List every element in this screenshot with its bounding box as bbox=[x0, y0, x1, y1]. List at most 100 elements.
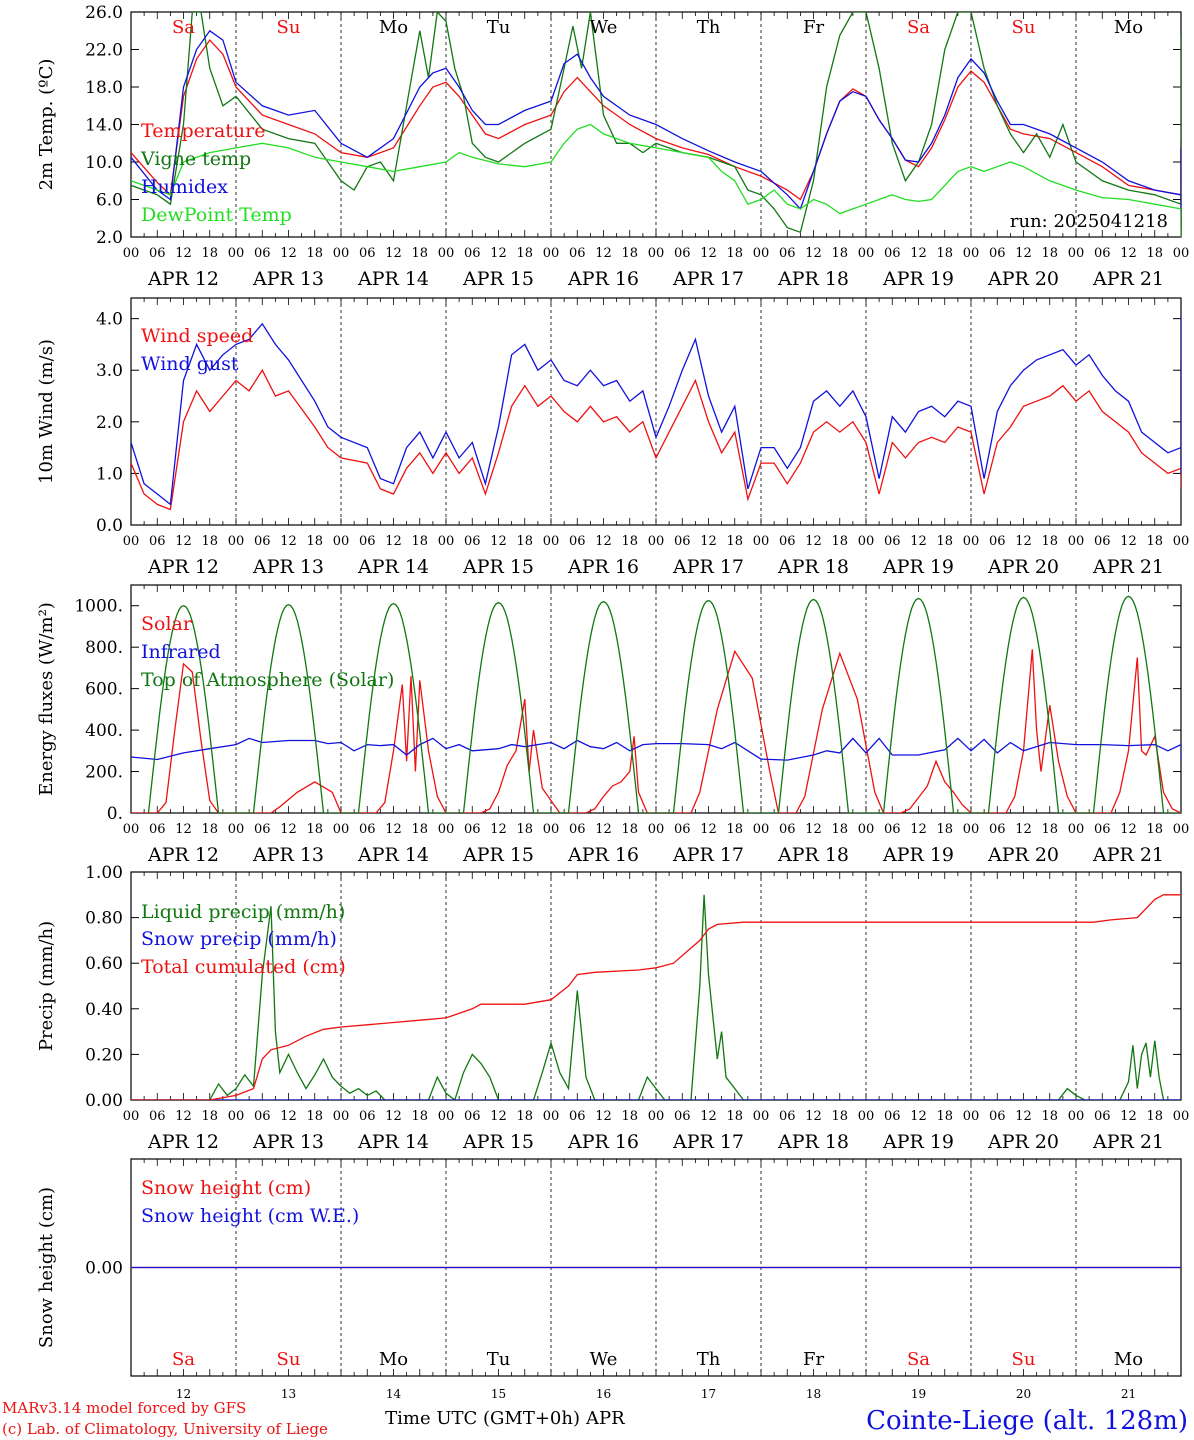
x-hour-label: 00 bbox=[753, 246, 770, 261]
series-line-wind-speed bbox=[131, 359, 1181, 511]
x-hour-label: 06 bbox=[989, 246, 1006, 261]
x-hour-label: 00 bbox=[543, 246, 560, 261]
panel-energy: 0. 200. 400. 600. 800. 1000. Energy fluxes (W/… bbox=[36, 584, 1189, 866]
x-hour-label: 18 bbox=[936, 822, 953, 837]
y-tick-label: 18.0 bbox=[85, 78, 123, 98]
x-hour-label: 12 bbox=[175, 246, 192, 261]
x-hour-label: 06 bbox=[779, 1109, 796, 1124]
x-hour-label: 00 bbox=[648, 534, 665, 549]
x-hour-label: 12 bbox=[385, 246, 402, 261]
x-hour-label: 00 bbox=[753, 534, 770, 549]
x-hour-label: 18 bbox=[936, 1109, 953, 1124]
x-hour-label: 00 bbox=[1173, 1109, 1190, 1124]
weekday-label: Sa bbox=[172, 1349, 195, 1370]
x-hour-label: 06 bbox=[779, 822, 796, 837]
x-hour-label: 18 bbox=[201, 534, 218, 549]
y-tick-label: 0.00 bbox=[85, 1091, 123, 1111]
x-hour-label: 06 bbox=[989, 1109, 1006, 1124]
weekday-label: Mo bbox=[1114, 1349, 1143, 1370]
x-hour-label: 00 bbox=[228, 1109, 245, 1124]
x-hour-label: 12 bbox=[385, 1109, 402, 1124]
x-hour-label: 12 bbox=[280, 1109, 297, 1124]
weekday-label: Sa bbox=[907, 17, 930, 38]
x-date-label: APR 19 bbox=[882, 1131, 954, 1153]
x-hour-label: 06 bbox=[464, 534, 481, 549]
x-date-label: APR 15 bbox=[462, 844, 534, 866]
series-line-liquid-precip-mm-h- bbox=[131, 894, 1181, 1100]
legend-entry: DewPoint Temp bbox=[141, 204, 292, 226]
x-date-label: APR 12 bbox=[147, 556, 219, 578]
x-date-label: APR 13 bbox=[252, 556, 324, 578]
x-hour-label: 12 bbox=[1120, 534, 1137, 549]
x-hour-label: 06 bbox=[884, 246, 901, 261]
x-hour-label: 00 bbox=[1068, 246, 1085, 261]
x-date-label: APR 17 bbox=[672, 844, 744, 866]
x-date-label: APR 21 bbox=[1092, 1131, 1164, 1153]
x-hour-label: 06 bbox=[149, 534, 166, 549]
x-hour-label: 06 bbox=[254, 1109, 271, 1124]
x-hour-label: 12 bbox=[805, 1109, 822, 1124]
x-hour-label: 00 bbox=[1068, 822, 1085, 837]
x-date-label: APR 17 bbox=[672, 556, 744, 578]
day-number-label: 19 bbox=[911, 1387, 926, 1401]
x-hour-label: 18 bbox=[726, 534, 743, 549]
x-hour-label: 00 bbox=[123, 822, 140, 837]
x-hour-label: 00 bbox=[963, 1109, 980, 1124]
legend-entry: Wind speed bbox=[141, 325, 253, 347]
plot-area bbox=[131, 12, 1181, 237]
x-hour-label: 00 bbox=[648, 822, 665, 837]
x-hour-label: 06 bbox=[779, 246, 796, 261]
x-hour-label: 12 bbox=[490, 246, 507, 261]
plot-area bbox=[131, 595, 1181, 813]
x-hour-label: 06 bbox=[149, 822, 166, 837]
x-hour-label: 00 bbox=[963, 534, 980, 549]
weekday-label: Su bbox=[277, 1349, 301, 1370]
weekday-label: Mo bbox=[1114, 17, 1143, 38]
x-hour-label: 06 bbox=[674, 822, 691, 837]
x-hour-label: 18 bbox=[411, 1109, 428, 1124]
x-hour-label: 18 bbox=[201, 1109, 218, 1124]
x-hour-label: 00 bbox=[333, 534, 350, 549]
y-tick-label: 1.0 bbox=[96, 464, 123, 484]
x-hour-label: 00 bbox=[123, 1109, 140, 1124]
x-hour-label: 18 bbox=[516, 534, 533, 549]
x-hour-label: 06 bbox=[254, 822, 271, 837]
weekday-label: Su bbox=[1012, 17, 1036, 38]
x-hour-label: 06 bbox=[254, 534, 271, 549]
x-hour-label: 18 bbox=[726, 246, 743, 261]
x-hour-label: 12 bbox=[805, 534, 822, 549]
x-hour-label: 06 bbox=[359, 822, 376, 837]
x-hour-label: 00 bbox=[228, 534, 245, 549]
x-date-label: APR 15 bbox=[462, 556, 534, 578]
legend-entry: Liquid precip (mm/h) bbox=[141, 901, 345, 923]
x-date-label: APR 19 bbox=[882, 844, 954, 866]
x-hour-label: 06 bbox=[884, 534, 901, 549]
footer-axis-label: Time UTC (GMT+0h) bbox=[385, 1408, 580, 1429]
x-date-label: APR 13 bbox=[252, 844, 324, 866]
x-hour-label: 06 bbox=[149, 246, 166, 261]
x-date-label: APR 12 bbox=[147, 1131, 219, 1153]
x-hour-label: 18 bbox=[1146, 534, 1163, 549]
x-hour-label: 18 bbox=[621, 246, 638, 261]
x-hour-label: 12 bbox=[490, 822, 507, 837]
x-hour-label: 12 bbox=[595, 1109, 612, 1124]
y-tick-label: 14.0 bbox=[85, 116, 123, 136]
y-tick-label: 2.0 bbox=[96, 228, 123, 248]
x-hour-label: 06 bbox=[359, 534, 376, 549]
x-hour-label: 12 bbox=[910, 534, 927, 549]
x-date-label: APR 14 bbox=[357, 1131, 429, 1153]
x-date-label: APR 14 bbox=[357, 556, 429, 578]
x-hour-label: 12 bbox=[490, 534, 507, 549]
x-hour-label: 12 bbox=[805, 822, 822, 837]
x-date-label: APR 21 bbox=[1092, 268, 1164, 290]
x-hour-label: 12 bbox=[910, 246, 927, 261]
x-hour-label: 18 bbox=[831, 822, 848, 837]
x-hour-label: 12 bbox=[385, 822, 402, 837]
y-tick-label: 400. bbox=[85, 721, 123, 741]
legend-entry: Solar bbox=[141, 613, 193, 635]
x-hour-label: 06 bbox=[569, 822, 586, 837]
x-date-label: APR 16 bbox=[567, 844, 639, 866]
panel-snow: 0.00 Snow height (cm) Snow height (cm) Snow… bbox=[36, 1158, 1182, 1401]
x-hour-label: 06 bbox=[884, 822, 901, 837]
day-number-label: 12 bbox=[176, 1387, 191, 1401]
